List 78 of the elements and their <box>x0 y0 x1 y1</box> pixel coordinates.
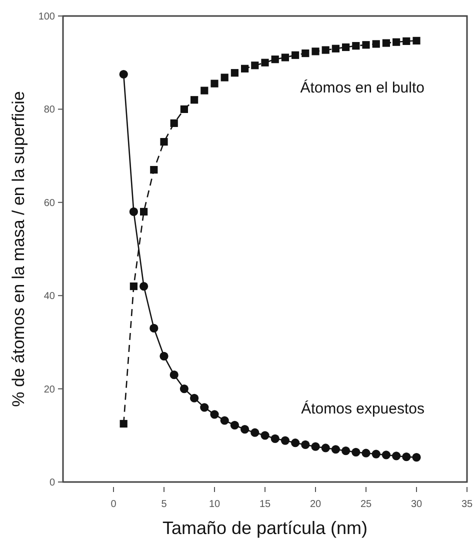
y-tick-label: 80 <box>44 104 56 116</box>
point <box>250 428 260 437</box>
point <box>200 403 209 412</box>
point <box>241 64 249 72</box>
point <box>352 448 360 456</box>
point <box>180 384 188 394</box>
point <box>372 450 380 458</box>
point <box>129 207 138 216</box>
x-tick-label: 35 <box>461 499 473 510</box>
point <box>402 452 411 462</box>
point <box>160 352 168 360</box>
x-tick-label: 25 <box>360 499 372 510</box>
point <box>130 282 138 290</box>
point <box>412 453 421 462</box>
point <box>302 49 310 58</box>
series-label: Átomos en el bulto <box>300 78 424 97</box>
point <box>210 410 219 419</box>
x-tick-label: 5 <box>161 499 168 510</box>
point <box>321 444 330 452</box>
point <box>220 74 228 82</box>
x-tick-label: 0 <box>110 499 117 510</box>
point <box>392 452 401 460</box>
point <box>251 62 259 70</box>
point <box>362 448 370 458</box>
point <box>210 80 218 88</box>
x-tick-label: 10 <box>208 499 220 510</box>
point <box>301 440 310 450</box>
point <box>392 38 400 46</box>
point <box>119 70 128 79</box>
point <box>200 86 208 94</box>
point <box>382 450 390 460</box>
point <box>270 434 280 443</box>
point <box>140 208 148 216</box>
x-tick-label: 20 <box>310 499 322 510</box>
point <box>240 425 250 434</box>
y-tick-label: 0 <box>49 478 56 488</box>
point <box>150 166 158 174</box>
point <box>342 446 350 456</box>
y-tick-label: 60 <box>44 198 56 209</box>
point <box>190 96 198 104</box>
point <box>190 394 199 402</box>
point <box>322 46 330 54</box>
point <box>280 436 290 445</box>
point <box>230 69 238 77</box>
point <box>140 282 148 291</box>
series-label: Átomos expuestos <box>301 399 424 418</box>
point <box>271 56 279 64</box>
point <box>170 119 178 127</box>
point <box>312 48 320 56</box>
point <box>311 442 320 451</box>
point <box>352 42 360 50</box>
point <box>261 58 269 66</box>
point <box>412 36 420 44</box>
y-tick-label: 100 <box>38 12 56 22</box>
point <box>220 416 229 425</box>
point <box>150 324 158 333</box>
y-axis-title: % de átomos en la masa / en la superficie <box>9 91 28 407</box>
point <box>342 43 350 52</box>
point <box>291 438 300 448</box>
point <box>160 138 168 146</box>
point <box>331 445 340 454</box>
point <box>260 431 270 440</box>
point <box>402 37 410 45</box>
point <box>332 44 340 52</box>
x-axis-title: Tamaño de partícula (nm) <box>162 518 368 538</box>
point <box>292 51 300 59</box>
point <box>281 54 289 62</box>
point <box>362 41 370 49</box>
x-tick-label: 15 <box>259 499 271 510</box>
y-tick-label: 20 <box>44 384 56 396</box>
point <box>170 370 178 380</box>
point <box>120 420 128 428</box>
y-tick-label: 40 <box>44 291 56 302</box>
point <box>382 39 390 47</box>
x-tick-label: 30 <box>410 499 422 510</box>
point <box>372 40 380 48</box>
point <box>180 105 188 113</box>
point <box>230 420 239 430</box>
